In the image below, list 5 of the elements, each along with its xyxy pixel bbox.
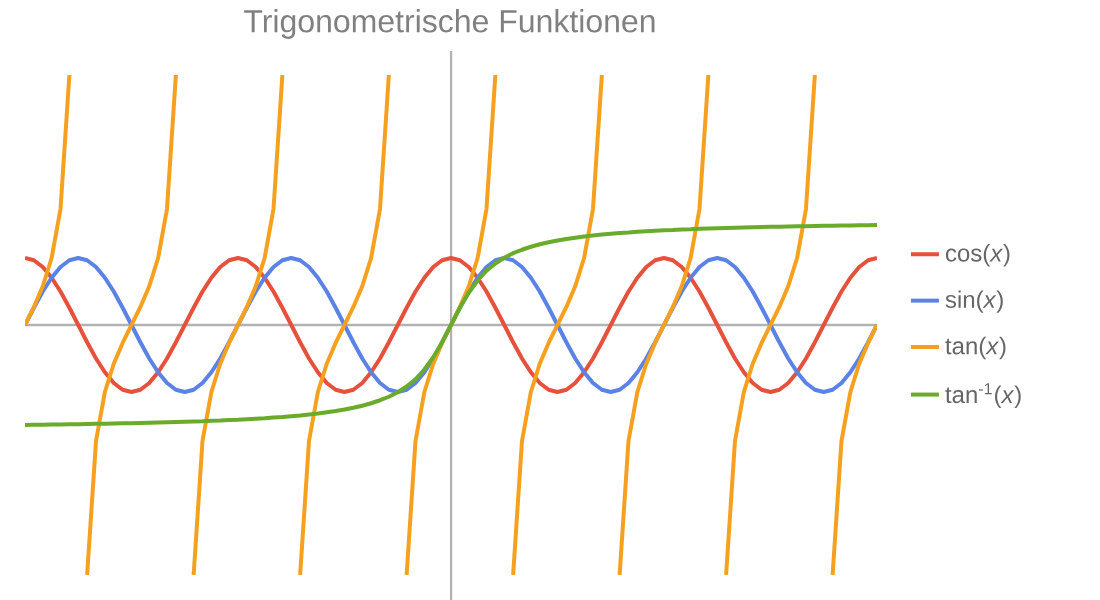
chart-title: Trigonometrische Funktionen: [244, 9, 655, 39]
legend-label: sin(x): [945, 290, 1003, 313]
legend-label: tan(x): [945, 336, 1006, 360]
legend-label: cos(x): [945, 244, 1010, 267]
legend-label: tan$^{-1}$(x): [945, 383, 1021, 408]
